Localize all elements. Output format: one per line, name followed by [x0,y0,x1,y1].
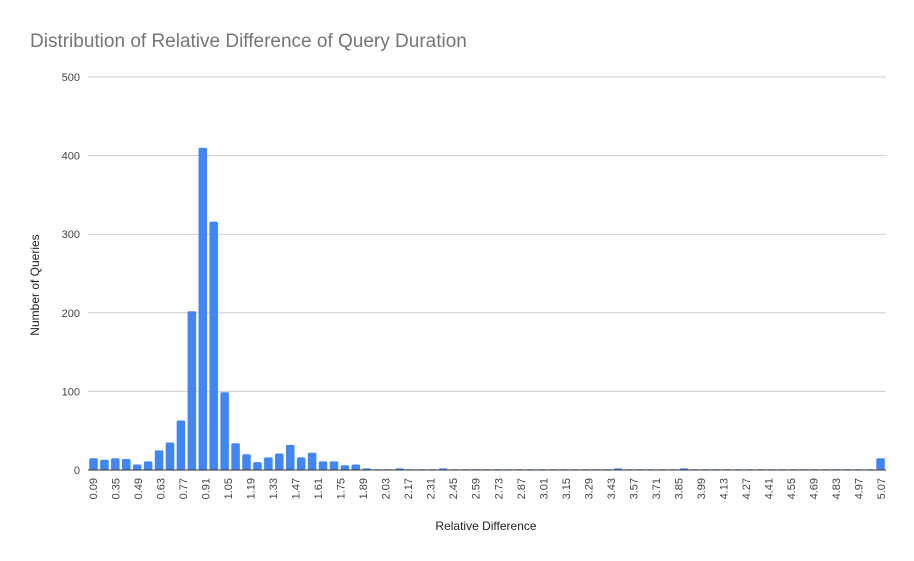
x-tick-label: 2.31 [426,478,438,499]
bar [242,454,251,470]
bar [122,459,131,470]
bar [89,458,98,470]
y-tick-label: 400 [62,151,80,163]
x-tick-label: 1.47 [291,478,303,499]
x-tick-label: 0.63 [156,478,168,499]
x-tick-label: 4.69 [808,478,820,499]
x-tick-label: 4.83 [831,478,843,499]
x-tick-label: 4.55 [786,478,798,499]
bar [165,442,175,470]
x-tick-label: 1.89 [358,478,370,499]
chart-title: Distribution of Relative Difference of Q… [30,31,467,52]
x-tick-label: 2.73 [493,478,505,499]
bar [231,443,240,470]
bar [275,453,284,470]
y-tick-label: 200 [62,308,80,320]
x-tick-label: 2.17 [403,478,415,499]
x-tick-label: 4.97 [853,478,865,499]
y-tick-label: 300 [62,229,80,241]
x-tick-label: 2.59 [471,478,483,499]
x-tick-label: 1.61 [313,478,325,499]
bar [143,461,153,470]
bar [132,464,142,470]
x-axis-tick-labels: 0.09 0.35 0.49 0.63 0.77 0.91 1.05 1.19 1.33 1.47… [88,478,888,499]
x-tick-label: 2.03 [381,478,393,499]
bar [253,462,262,470]
x-tick-label: 4.13 [718,478,730,499]
bar [209,221,218,470]
gridlines [88,76,886,392]
y-tick-label: 100 [62,386,80,398]
x-tick-label: 0.09 [88,478,100,499]
bars [89,147,885,471]
x-tick-label: 4.27 [741,478,753,499]
bar [318,461,328,470]
x-tick-label: 1.75 [336,478,348,499]
x-tick-label: 1.19 [246,478,258,499]
bar [296,457,306,470]
x-tick-label: 1.05 [223,478,235,499]
x-tick-label: 2.45 [448,478,460,499]
bar [176,420,186,470]
x-tick-label: 5.07 [876,478,888,499]
bar [187,311,197,470]
bar [876,458,885,470]
bar [307,452,317,470]
x-tick-label: 3.15 [561,478,573,499]
x-axis-title: Relative Difference [435,519,536,533]
x-tick-label: 0.91 [201,478,213,499]
x-tick-label: 0.77 [178,478,190,499]
bar [111,458,120,470]
x-tick-label: 1.33 [268,478,280,499]
x-tick-label: 2.87 [516,478,528,499]
bar [264,457,273,470]
x-tick-label: 0.49 [133,478,145,499]
bar [285,444,295,470]
x-tick-label: 3.99 [696,478,708,499]
x-tick-label: 3.85 [673,478,685,499]
x-tick-label: 3.71 [651,478,663,499]
bar [100,459,109,470]
bar [154,450,164,470]
bar [329,461,339,470]
bar [340,465,350,470]
y-axis-title: Number of Queries [28,234,42,335]
bar [220,392,229,470]
x-tick-label: 4.41 [763,478,775,499]
y-axis-tick-labels: 0 100 200 300 400 500 [62,72,80,477]
x-tick-label: 3.43 [606,478,618,499]
x-tick-label: 3.29 [583,478,595,499]
y-tick-label: 500 [62,72,80,84]
x-tick-label: 3.01 [538,478,550,499]
bar [198,147,208,471]
x-tick-label: 3.57 [628,478,640,499]
bar [351,464,361,470]
x-tick-label: 0.35 [111,478,123,499]
y-tick-label: 0 [74,465,80,477]
